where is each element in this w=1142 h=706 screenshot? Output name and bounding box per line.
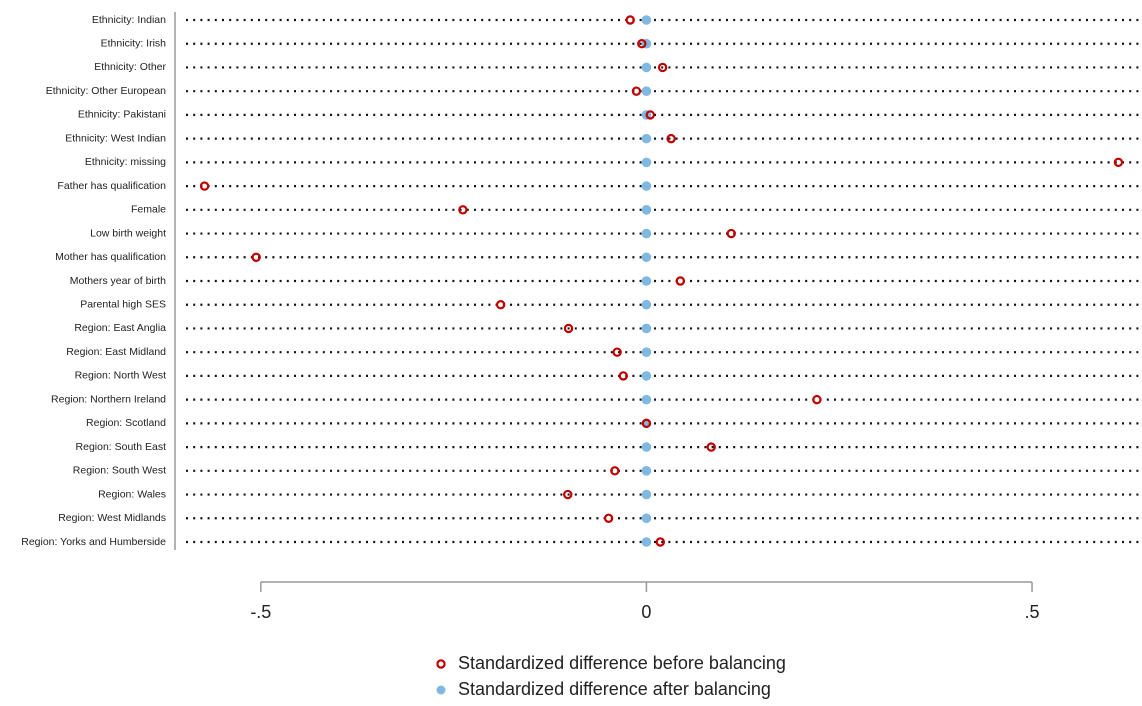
y-tick-label: Father has qualification (57, 180, 166, 192)
before-marker (706, 442, 716, 452)
before-marker (726, 228, 736, 239)
x-tick-label: 0 (641, 602, 651, 622)
y-tick-label: Region: East Anglia (74, 322, 166, 334)
y-tick-label: Ethnicity: Pakistani (78, 109, 166, 121)
y-tick-label: Parental high SES (80, 299, 166, 311)
after-marker (641, 252, 652, 263)
y-tick-label: Region: East Midland (66, 346, 166, 358)
legend-marker (436, 685, 446, 695)
y-tick-label: Region: West Midlands (58, 512, 166, 524)
y-tick-label: Ethnicity: missing (85, 156, 166, 168)
legend-label: Standardized difference after balancing (458, 679, 771, 699)
after-marker (641, 323, 652, 334)
after-marker (641, 537, 652, 547)
before-marker (812, 394, 822, 405)
before-marker (603, 513, 614, 523)
after-marker (641, 513, 652, 524)
y-tick-label: Mother has qualification (55, 251, 166, 263)
y-tick-label: Ethnicity: Other (94, 61, 166, 73)
before-marker (631, 86, 642, 96)
after-marker (641, 347, 652, 357)
before-marker (645, 110, 655, 120)
x-tick-label: .5 (1025, 602, 1040, 622)
before-marker (458, 205, 468, 215)
before-marker (625, 15, 635, 25)
after-marker (641, 489, 652, 500)
y-tick-label: Region: Scotland (86, 417, 166, 429)
y-tick-label: Ethnicity: Indian (92, 14, 166, 26)
y-tick-label: Female (131, 204, 166, 216)
after-marker (641, 394, 652, 405)
y-tick-label: Low birth weight (90, 227, 166, 239)
after-marker (641, 442, 652, 452)
before-marker (618, 371, 628, 381)
before-marker (1113, 157, 1124, 168)
before-marker (641, 418, 652, 429)
y-tick-label: Region: Wales (98, 488, 166, 500)
y-tick-label: Mothers year of birth (70, 275, 166, 287)
after-marker (641, 299, 652, 310)
y-tick-label: Region: South West (73, 465, 166, 477)
after-marker (641, 466, 652, 476)
after-marker (641, 157, 652, 168)
before-marker (610, 466, 620, 476)
after-marker (641, 86, 652, 96)
before-marker (655, 537, 666, 547)
before-marker (666, 133, 676, 144)
before-marker (251, 252, 261, 262)
after-marker (641, 15, 652, 25)
before-marker (495, 300, 506, 310)
before-marker (612, 347, 622, 357)
after-marker (641, 276, 652, 286)
after-marker (641, 371, 652, 381)
y-tick-label: Ethnicity: West Indian (65, 132, 166, 144)
y-tick-label: Ethnicity: Irish (101, 38, 167, 50)
after-marker (641, 205, 652, 215)
before-marker (657, 62, 668, 73)
legend-marker (436, 659, 446, 669)
after-marker (641, 228, 652, 239)
y-tick-label: Region: North West (75, 370, 167, 382)
before-marker (675, 276, 686, 286)
before-marker (563, 489, 573, 500)
y-tick-label: Ethnicity: Other European (46, 85, 166, 97)
x-tick-label: -.5 (250, 602, 271, 622)
legend-label: Standardized difference before balancing (458, 653, 786, 673)
y-tick-label: Region: South East (76, 441, 167, 453)
before-marker (199, 181, 210, 191)
y-tick-label: Region: Yorks and Humberside (21, 536, 166, 548)
y-tick-label: Region: Northern Ireland (51, 393, 166, 405)
after-marker (641, 62, 652, 73)
before-marker (563, 323, 574, 334)
after-marker (641, 181, 652, 191)
before-marker (637, 39, 647, 49)
after-marker (641, 133, 652, 144)
